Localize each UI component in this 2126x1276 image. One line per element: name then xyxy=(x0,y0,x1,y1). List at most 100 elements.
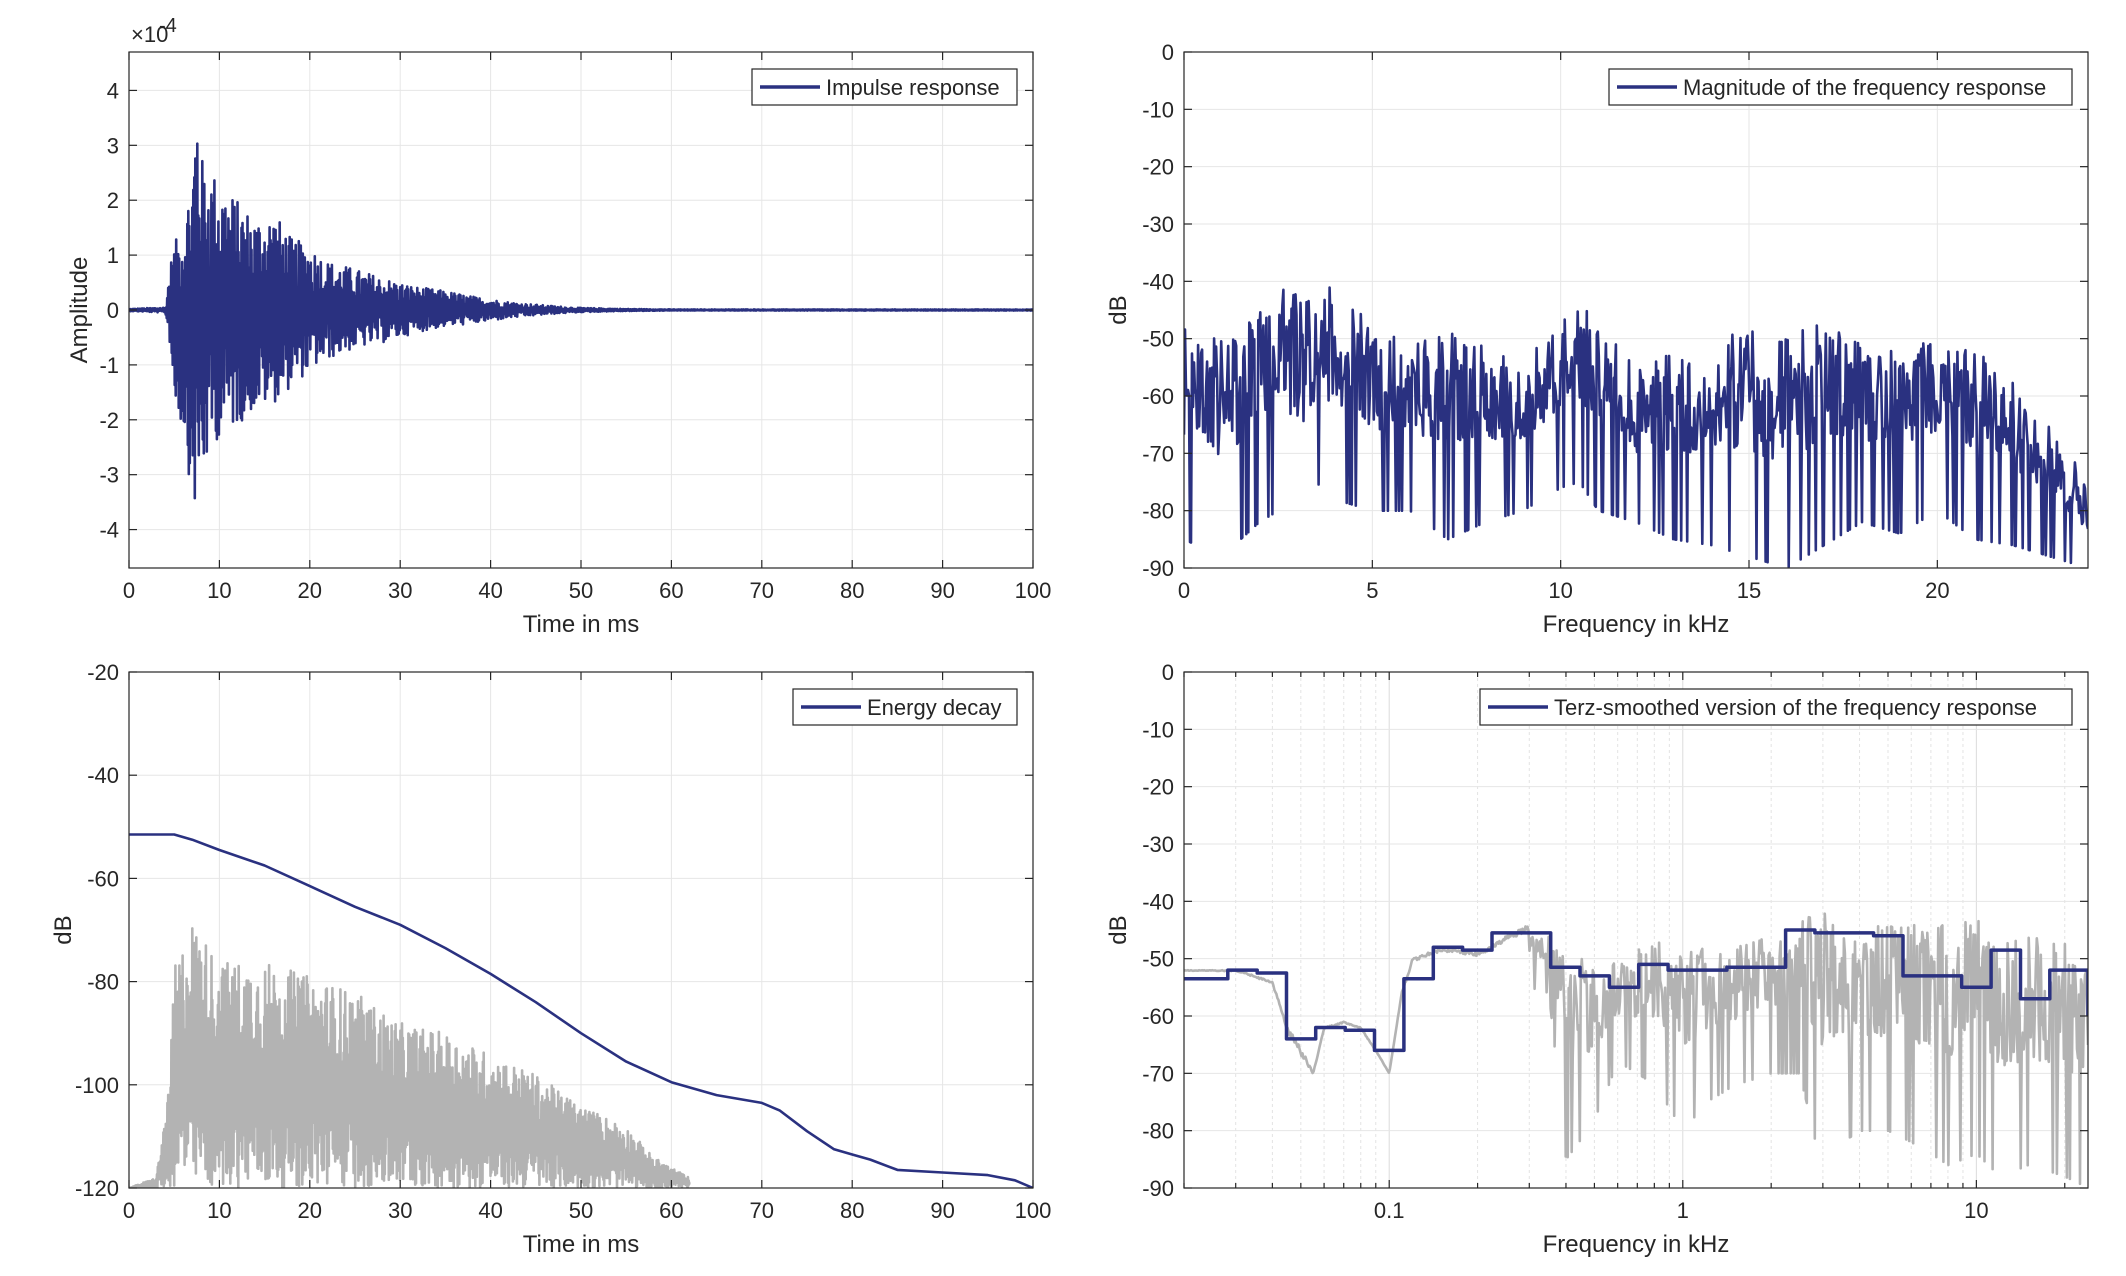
y-tick-label: -90 xyxy=(1142,556,1174,581)
data-layer xyxy=(129,833,1033,1188)
y-tick-label: -120 xyxy=(75,1176,119,1201)
frequency-magnitude-plot: 0 5 10 15 20 0 -10 -20 -30 -40 -50 -60 -70 -80 -90 Freq… xyxy=(1105,40,2089,638)
x-tick-label: 0 xyxy=(1178,578,1190,603)
ticks xyxy=(1183,51,2088,569)
y-tick-label: -30 xyxy=(1142,832,1174,857)
legend: Energy decay xyxy=(792,688,1018,726)
legend: Terz-smoothed version of the frequency r… xyxy=(1479,688,2073,726)
y-tick-label: 0 xyxy=(1162,660,1174,685)
y-tick-label: -20 xyxy=(87,660,119,685)
x-tick-label: 5 xyxy=(1366,578,1378,603)
series-line xyxy=(129,833,1033,1188)
series-line xyxy=(1184,928,2088,1053)
y-tick-label: -40 xyxy=(1142,269,1174,294)
y-tick-label: -50 xyxy=(1142,947,1174,972)
y-tick-label: 3 xyxy=(107,133,119,158)
axes-box xyxy=(1183,51,2089,569)
series-line xyxy=(1184,286,2088,568)
y-multiplier-label: ×10 xyxy=(131,22,168,47)
y-axis-label: Amplitude xyxy=(66,257,93,364)
y-axis-label: dB xyxy=(50,915,77,944)
legend-label: Impulse response xyxy=(826,75,1000,100)
legend-label: Energy decay xyxy=(867,695,1002,720)
x-tick-label: 50 xyxy=(569,578,593,603)
x-tick-label: 60 xyxy=(659,1198,683,1223)
data-layer xyxy=(1184,286,2088,568)
data-layer xyxy=(1184,912,2088,1186)
axes-box xyxy=(1183,671,2089,1189)
series-line-raw xyxy=(1184,912,2088,1186)
x-tick-label: 40 xyxy=(478,578,502,603)
series-line xyxy=(129,142,1033,500)
y-tick-label: -2 xyxy=(99,408,119,433)
data-layer xyxy=(129,142,1033,500)
y-tick-label: -10 xyxy=(1142,717,1174,742)
y-tick-label: -70 xyxy=(1142,1061,1174,1086)
y-tick-label: -60 xyxy=(87,866,119,891)
y-tick-label: -1 xyxy=(99,353,119,378)
x-tick-label: 100 xyxy=(1015,578,1052,603)
x-tick-label: 80 xyxy=(840,1198,864,1223)
y-tick-label: -100 xyxy=(75,1073,119,1098)
x-tick-label: 1 xyxy=(1677,1198,1689,1223)
legend-box xyxy=(1608,68,2073,106)
y-tick-label: -80 xyxy=(87,970,119,995)
legend-label: Magnitude of the frequency response xyxy=(1683,75,2046,100)
x-tick-label: 20 xyxy=(298,1198,322,1223)
x-tick-label: 60 xyxy=(659,578,683,603)
y-tick-label: -50 xyxy=(1142,327,1174,352)
y-tick-label: -80 xyxy=(1142,1119,1174,1144)
x-tick-label: 50 xyxy=(569,1198,593,1223)
x-tick-label: 30 xyxy=(388,1198,412,1223)
legend: Magnitude of the frequency response xyxy=(1608,68,2073,106)
y-tick-label: 0 xyxy=(107,298,119,323)
x-tick-label: 90 xyxy=(930,578,954,603)
impulse-response-plot: 0 10 20 30 40 50 60 70 80 90 100 -4 -3 -2 -1 0 1 2 3 4 Time … xyxy=(66,15,1051,638)
y-tick-label: -40 xyxy=(1142,889,1174,914)
y-axis-label: dB xyxy=(1105,915,1132,944)
y-multiplier-exponent: -4 xyxy=(159,15,177,37)
y-tick-label: -60 xyxy=(1142,1004,1174,1029)
x-tick-label: 30 xyxy=(388,578,412,603)
y-tick-label: 4 xyxy=(107,78,119,103)
x-tick-label: 40 xyxy=(478,1198,502,1223)
plot-area xyxy=(1184,672,2088,1188)
y-tick-label: -60 xyxy=(1142,384,1174,409)
legend-box xyxy=(792,688,1018,726)
x-axis-label: Time in ms xyxy=(523,1231,639,1258)
x-tick-label: 15 xyxy=(1737,578,1761,603)
x-tick-label: 70 xyxy=(750,1198,774,1223)
x-tick-label: 20 xyxy=(298,578,322,603)
legend-label: Terz-smoothed version of the frequency r… xyxy=(1554,695,2037,720)
x-tick-label: 70 xyxy=(750,578,774,603)
y-tick-label: -20 xyxy=(1142,775,1174,800)
x-axis-label: Frequency in kHz xyxy=(1543,611,1730,638)
y-tick-label: -20 xyxy=(1142,155,1174,180)
x-axis-label: Time in ms xyxy=(523,611,639,638)
x-tick-label: 0.1 xyxy=(1374,1198,1405,1223)
x-tick-label: 0 xyxy=(123,1198,135,1223)
x-tick-label: 20 xyxy=(1925,578,1949,603)
legend-box xyxy=(1479,688,2073,726)
legend: Impulse response xyxy=(751,68,1018,106)
energy-decay-plot: 0 10 20 30 40 50 60 70 80 90 100 -20 -40 -60 -80 -100 -1… xyxy=(50,660,1051,1258)
y-tick-label: -3 xyxy=(99,463,119,488)
x-tick-label: 10 xyxy=(207,578,231,603)
y-tick-label: -80 xyxy=(1142,499,1174,524)
series-line-raw xyxy=(129,927,691,1188)
x-tick-label: 10 xyxy=(207,1198,231,1223)
x-tick-label: 80 xyxy=(840,578,864,603)
y-tick-label: -30 xyxy=(1142,212,1174,237)
y-tick-label: -40 xyxy=(87,763,119,788)
y-tick-label: -4 xyxy=(99,518,119,543)
ticks xyxy=(128,671,1034,1189)
terz-smoothed-plot: 0.1 1 10 0 -10 -20 -30 -40 -50 -60 -70 -80 -90 Freque… xyxy=(1105,660,2089,1258)
x-tick-label: 10 xyxy=(1548,578,1572,603)
x-tick-label: 90 xyxy=(930,1198,954,1223)
ticks xyxy=(1183,671,2088,1189)
x-tick-label: 10 xyxy=(1964,1198,1988,1223)
y-tick-label: 2 xyxy=(107,188,119,213)
y-axis-label: dB xyxy=(1105,295,1132,324)
y-tick-label: 0 xyxy=(1162,40,1174,65)
